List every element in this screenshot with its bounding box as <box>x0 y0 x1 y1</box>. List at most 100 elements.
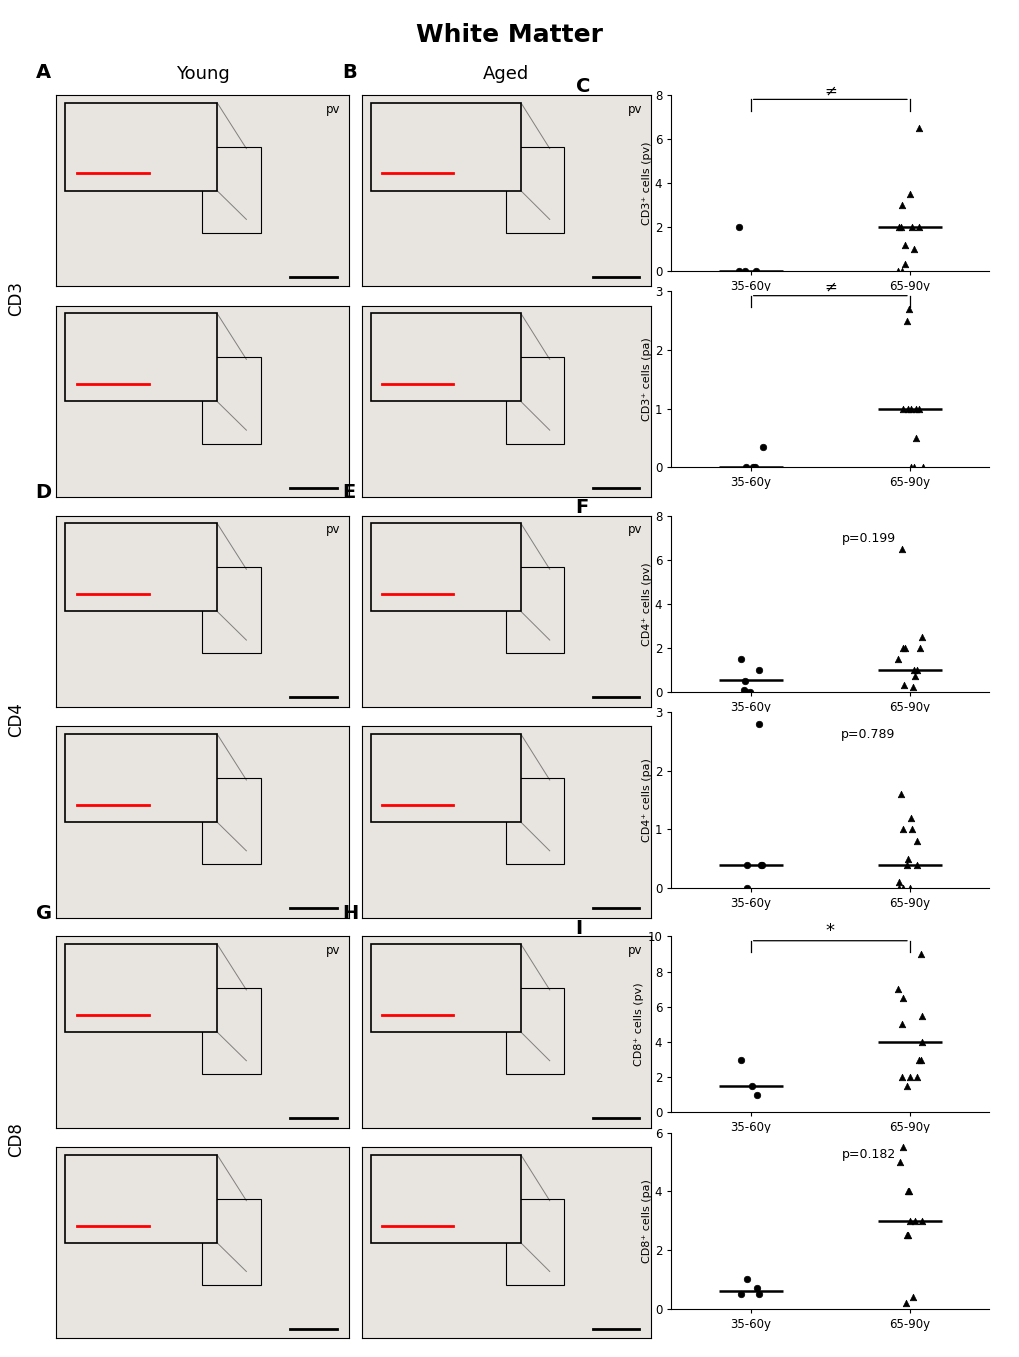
Point <box>748 1084 764 1106</box>
Text: pa: pa <box>65 313 79 327</box>
Point <box>894 987 910 1008</box>
Point <box>898 1292 914 1314</box>
Text: pv: pv <box>325 944 339 957</box>
Point <box>913 1210 929 1232</box>
Text: p=0.199: p=0.199 <box>841 532 895 544</box>
Y-axis label: CD3⁺ cells (pv): CD3⁺ cells (pv) <box>641 141 651 225</box>
Point <box>902 398 918 419</box>
Point <box>899 854 915 875</box>
Point <box>899 398 915 419</box>
Point <box>898 1224 914 1246</box>
Text: ≠: ≠ <box>823 280 836 294</box>
Point <box>733 1049 749 1071</box>
Text: White Matter: White Matter <box>416 23 603 47</box>
Point <box>912 1049 928 1071</box>
Point <box>730 216 746 237</box>
Text: Young: Young <box>175 65 229 83</box>
Point <box>899 1181 915 1202</box>
Point <box>748 261 764 282</box>
FancyBboxPatch shape <box>370 1155 521 1243</box>
Point <box>913 626 929 647</box>
Y-axis label: CD8⁺ cells (pv): CD8⁺ cells (pv) <box>634 982 644 1067</box>
Point <box>899 309 915 331</box>
Y-axis label: CD8⁺ cells (pa): CD8⁺ cells (pa) <box>641 1179 651 1262</box>
Point <box>910 216 926 237</box>
Point <box>896 254 912 275</box>
Text: CD3: CD3 <box>7 281 25 316</box>
Point <box>894 1136 910 1158</box>
Text: I: I <box>575 919 582 938</box>
Point <box>892 216 908 237</box>
Point <box>913 1004 929 1026</box>
Point <box>750 660 766 681</box>
Text: pa: pa <box>65 734 79 748</box>
Text: B: B <box>341 62 357 81</box>
Point <box>894 261 910 282</box>
Point <box>894 398 910 419</box>
Point <box>912 943 928 965</box>
Point <box>901 877 917 898</box>
Point <box>895 818 911 840</box>
Text: pv: pv <box>325 103 339 115</box>
Text: CD4: CD4 <box>7 702 25 737</box>
Point <box>737 456 753 478</box>
FancyBboxPatch shape <box>370 103 521 191</box>
Text: G: G <box>36 904 52 923</box>
Point <box>737 681 753 703</box>
Point <box>907 398 923 419</box>
Y-axis label: CD3⁺ cells (pa): CD3⁺ cells (pa) <box>641 338 651 421</box>
FancyBboxPatch shape <box>370 944 521 1033</box>
Point <box>753 854 769 875</box>
Point <box>750 712 766 734</box>
Point <box>739 1269 755 1291</box>
Point <box>896 636 912 658</box>
Y-axis label: CD4⁺ cells (pa): CD4⁺ cells (pa) <box>641 759 651 841</box>
Text: p=0.789: p=0.789 <box>841 727 895 741</box>
Text: pv: pv <box>627 103 642 115</box>
Point <box>754 436 770 457</box>
Point <box>903 818 919 840</box>
Text: *: * <box>825 921 834 940</box>
Point <box>745 456 761 478</box>
Text: C: C <box>575 77 589 96</box>
Point <box>741 681 757 703</box>
Point <box>905 456 921 478</box>
Text: pa: pa <box>65 1155 79 1168</box>
Point <box>891 1151 907 1172</box>
Point <box>908 1067 924 1088</box>
Point <box>902 456 918 478</box>
Point <box>911 636 927 658</box>
Point <box>746 456 762 478</box>
Point <box>906 660 922 681</box>
Text: ≠: ≠ <box>823 84 836 99</box>
Point <box>744 1075 760 1096</box>
Point <box>901 1210 917 1232</box>
Point <box>905 239 921 261</box>
Point <box>895 877 911 898</box>
Point <box>889 978 905 1000</box>
Point <box>904 677 920 699</box>
Text: D: D <box>36 483 52 502</box>
Point <box>890 261 906 282</box>
Point <box>736 670 752 692</box>
Point <box>908 830 924 852</box>
Point <box>901 1067 917 1088</box>
Point <box>913 1031 929 1053</box>
Point <box>893 194 909 216</box>
FancyBboxPatch shape <box>65 944 217 1033</box>
Point <box>900 1181 916 1202</box>
Point <box>908 660 924 681</box>
Point <box>893 1067 909 1088</box>
Point <box>891 871 907 893</box>
Point <box>908 854 924 875</box>
Point <box>914 456 930 478</box>
Point <box>738 877 754 898</box>
FancyBboxPatch shape <box>65 1155 217 1243</box>
Point <box>906 1210 922 1232</box>
Point <box>901 183 917 205</box>
FancyBboxPatch shape <box>370 313 521 402</box>
Text: pv: pv <box>627 524 642 536</box>
FancyBboxPatch shape <box>65 734 217 822</box>
Text: pa: pa <box>370 1155 385 1168</box>
Text: F: F <box>575 498 588 517</box>
